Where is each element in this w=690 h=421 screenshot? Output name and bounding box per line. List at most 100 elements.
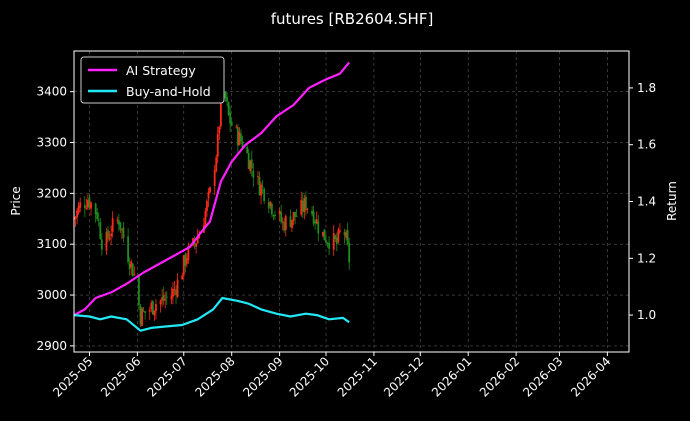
y-axis-left-label: Price [9,186,23,215]
y-right-tick-label: 1.2 [637,251,656,265]
candle-body [128,263,131,270]
candle-body [260,184,262,196]
candle-body [111,218,114,232]
candle-body [119,222,122,230]
candle-body [215,157,218,172]
candle-body [79,202,82,208]
candle-body [304,196,307,211]
candle-body [306,208,309,210]
candle-body [148,309,151,312]
y-right-tick-label: 1.8 [637,81,656,95]
candle-body [204,210,207,227]
candle-body [219,92,222,127]
candle-body [250,159,253,169]
candle-body [159,300,162,305]
candle-body [85,207,88,209]
candle-body [294,211,296,217]
candle-body [184,254,187,266]
chart-title: futures [RB2604.SHF] [271,10,434,28]
candle-body [162,294,165,301]
candle-body [94,203,97,215]
candle-body [127,236,130,263]
candle-body [321,231,324,236]
candle-body [295,215,298,217]
candle-body [281,221,284,223]
candle-body [283,221,286,231]
candle-body [346,230,349,244]
candle-body [176,279,179,297]
candle-body [289,216,292,227]
candle-body [269,201,272,207]
candle-body [105,231,108,251]
candle-body [175,289,177,296]
candle-body [90,202,92,209]
candle-body [292,212,295,221]
candle-body [317,221,320,234]
candle-body [122,227,125,238]
candle-body [236,127,239,146]
candle-body [173,288,176,290]
candle-body [161,297,164,301]
candle-body [172,288,174,297]
candle-body [323,229,326,241]
candle-body [227,102,230,115]
y-left-tick-label: 3000 [36,288,67,302]
ai-strategy-line [73,61,351,317]
candle-body [328,242,330,249]
candle-body [139,306,142,325]
candle-body [150,302,153,310]
candle-body [207,191,210,199]
candle-body [274,214,276,216]
candle-body [83,204,86,209]
candle-body [339,230,341,232]
candle-body [218,126,221,134]
y-right-tick-label: 1.0 [637,308,656,322]
candle-body [185,258,188,264]
candle-body [76,210,78,218]
candle-body [229,112,232,124]
candle-body [343,231,346,236]
candle-body [224,92,227,99]
candle-body [213,170,216,187]
gridlines [74,51,629,352]
candle-body [240,133,242,142]
y-left-tick-label: 3300 [36,136,67,150]
y-right-tick-label: 1.4 [637,195,656,209]
candle-body [138,276,140,306]
y-left-tick-label: 3100 [36,237,67,251]
buy-and-hold-line [73,296,350,332]
candle-body [142,310,145,312]
y-right-tick-label: 1.6 [637,138,656,152]
candle-body [206,200,208,211]
candle-body [170,296,173,300]
candle-body [209,187,211,193]
candle-body [312,211,315,224]
candle-body [345,232,347,238]
candle-body [155,303,157,312]
y-left-tick-label: 2900 [36,339,67,353]
candle-body [332,233,335,250]
candle-body [187,245,190,260]
candle-body [108,237,111,240]
candle-body [144,311,147,313]
candle-body [314,221,317,224]
y-left-tick-label: 3400 [36,85,67,99]
candle-body [334,235,337,240]
candle-body [226,96,228,102]
y-axis-right-label: Return [665,181,679,221]
candle-body [88,197,91,208]
candle-body [110,233,113,237]
legend-label-ai-strategy: AI Strategy [126,63,196,78]
legend-label-buy-and-hold: Buy-and-Hold [126,84,211,99]
candle-body [263,188,266,202]
candle-body [181,275,184,280]
candle-body [300,200,303,215]
candle-body [272,214,275,217]
candle-body [278,210,281,215]
candle-body [301,200,304,212]
return-lines [73,61,351,332]
candle-body [100,239,103,250]
candle-body [335,237,338,245]
candle-body [252,170,255,178]
candle-body [348,242,351,263]
